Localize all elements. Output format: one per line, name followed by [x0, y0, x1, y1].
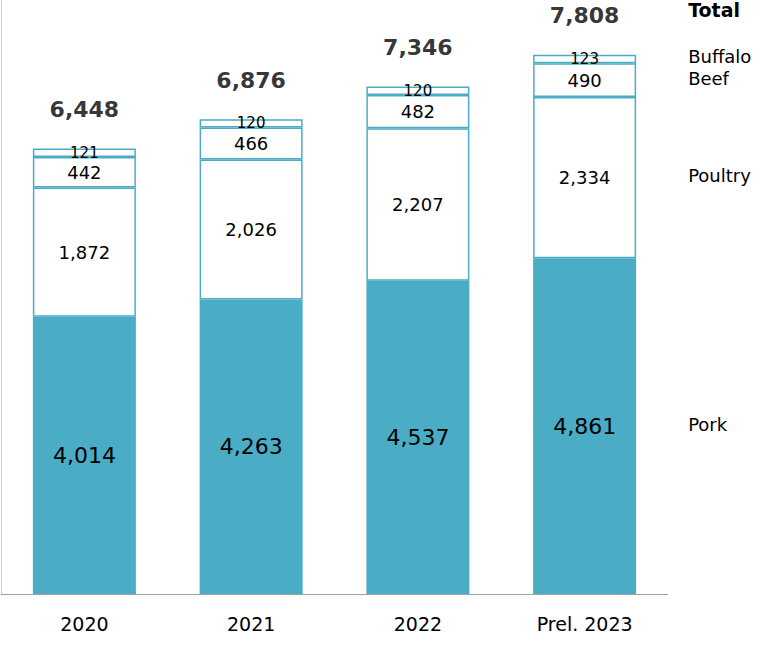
svg-text:2,026: 2,026: [225, 219, 277, 240]
svg-text:Poultry: Poultry: [688, 165, 751, 186]
svg-text:2,334: 2,334: [559, 167, 611, 188]
svg-text:120: 120: [404, 82, 433, 100]
svg-text:7,808: 7,808: [550, 3, 620, 28]
svg-text:Beef: Beef: [688, 68, 729, 89]
svg-text:Pork: Pork: [688, 414, 728, 435]
svg-text:Total: Total: [688, 0, 740, 21]
svg-text:123: 123: [570, 50, 599, 68]
svg-text:466: 466: [234, 133, 268, 154]
svg-text:2020: 2020: [60, 613, 108, 635]
svg-text:6,448: 6,448: [50, 97, 120, 122]
svg-text:442: 442: [67, 162, 101, 183]
svg-text:6,876: 6,876: [216, 68, 286, 93]
svg-text:4,861: 4,861: [553, 414, 616, 439]
svg-text:490: 490: [567, 70, 601, 91]
svg-text:Buffalo: Buffalo: [688, 46, 751, 67]
svg-text:Prel. 2023: Prel. 2023: [537, 613, 633, 635]
svg-text:2,207: 2,207: [392, 194, 444, 215]
svg-text:7,346: 7,346: [383, 35, 453, 60]
svg-text:1,872: 1,872: [59, 242, 111, 263]
svg-text:482: 482: [401, 101, 435, 122]
svg-text:121: 121: [70, 144, 99, 162]
svg-text:4,263: 4,263: [220, 434, 283, 459]
svg-text:4,537: 4,537: [386, 425, 449, 450]
svg-text:120: 120: [237, 114, 266, 132]
svg-text:2022: 2022: [394, 613, 442, 635]
svg-text:2021: 2021: [227, 613, 275, 635]
svg-text:4,014: 4,014: [53, 443, 116, 468]
